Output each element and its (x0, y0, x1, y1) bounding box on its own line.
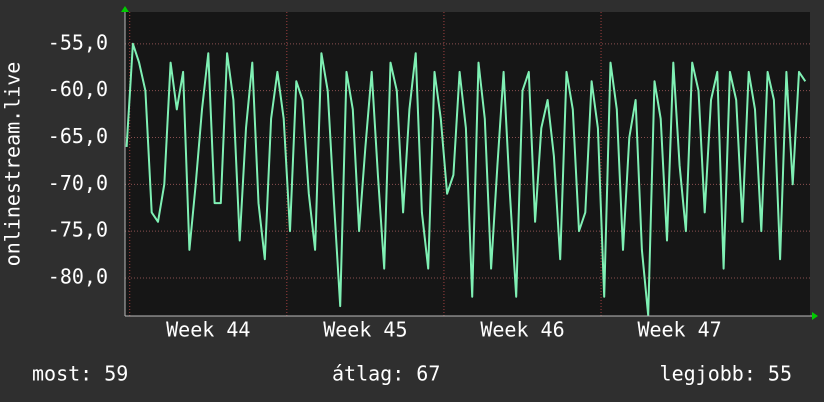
y-tick-label: -80,0 (48, 264, 108, 288)
y-axis-label: onlinestream.live (1, 62, 25, 267)
x-tick-label: Week 44 (166, 318, 250, 342)
y-arrow (121, 6, 129, 12)
plot (125, 42, 807, 317)
y-tick-label: -75,0 (48, 218, 108, 242)
stat-best: legjobb: 55 (660, 362, 792, 386)
stat-average: átlag: 67 (332, 362, 440, 386)
stat-current: most: 59 (32, 362, 128, 386)
y-tick-label: -65,0 (48, 124, 108, 148)
x-tick-label: Week 45 (323, 318, 407, 342)
y-tick-label: -60,0 (48, 77, 108, 101)
x-tick-label: Week 47 (637, 318, 721, 342)
x-arrow (812, 312, 818, 320)
y-tick-label: -55,0 (48, 30, 108, 54)
x-tick-label: Week 46 (480, 318, 564, 342)
y-tick-label: -70,0 (48, 171, 108, 195)
series-line (125, 42, 807, 317)
